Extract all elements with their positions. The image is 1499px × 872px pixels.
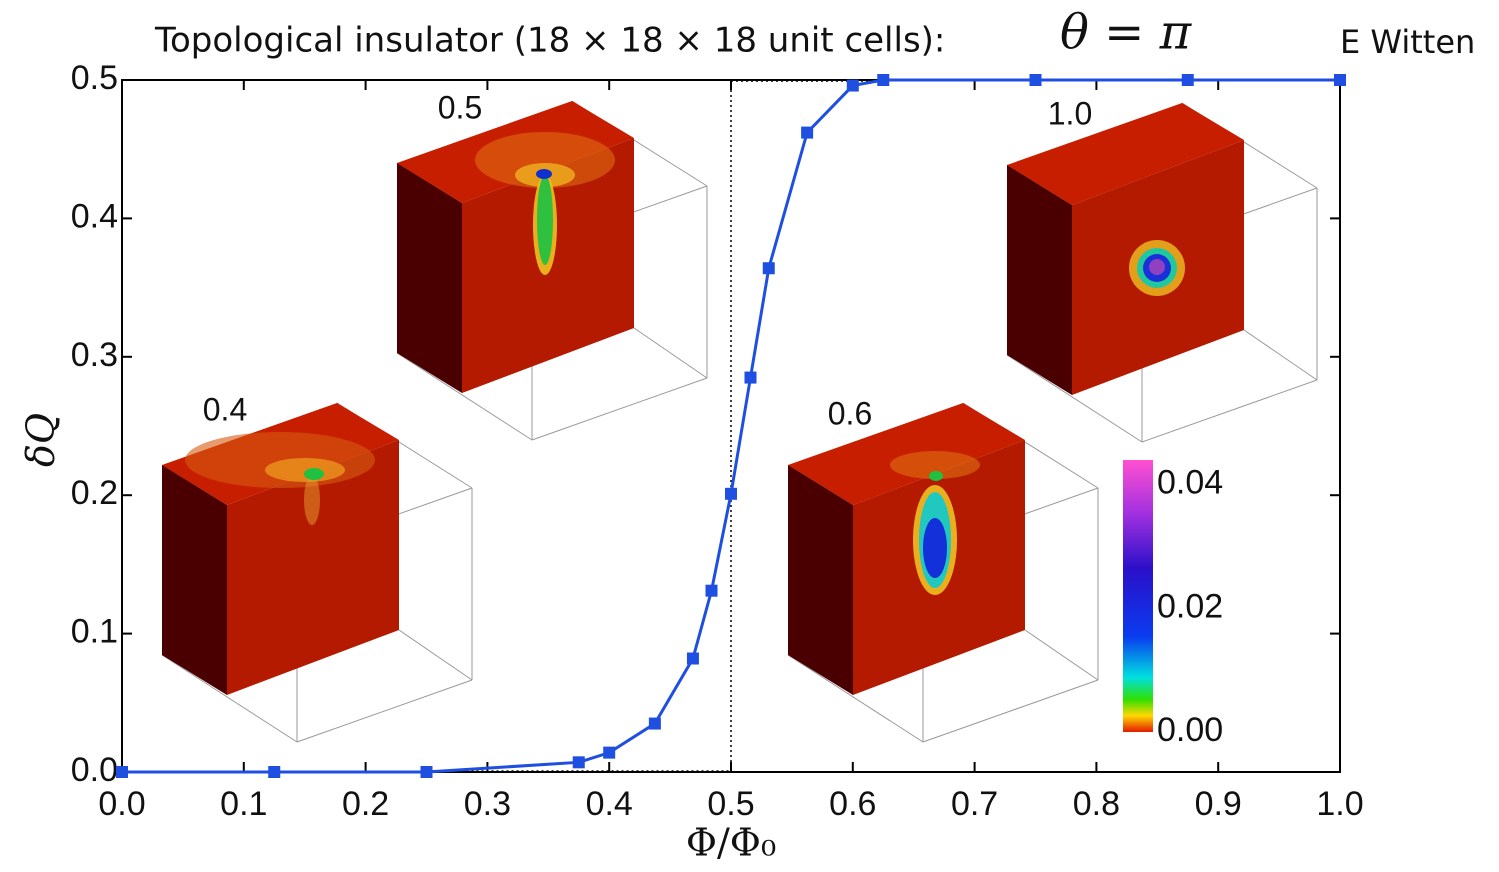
marker (705, 584, 718, 597)
marker (744, 371, 757, 384)
cube-edge (1243, 329, 1318, 381)
inset-cube: 0.5 (396, 89, 708, 441)
y-tick-label: 0.1 (71, 613, 118, 651)
y-tick-label: 0.5 (71, 59, 118, 97)
cube-top (1007, 103, 1244, 205)
cube-side (162, 465, 227, 695)
inset-label: 1.0 (1048, 95, 1092, 131)
marker (846, 79, 859, 92)
density-blob (304, 475, 320, 525)
cube-edge (161, 654, 298, 743)
plot-area: 0.0 0.1 0.2 0.3 0.4 0.5 0.6 0.7 0.8 0.9 1.0 0.0 0.1 0… (71, 59, 1364, 823)
cube-edge (1006, 354, 1143, 443)
inset-cube: 1.0 (1006, 95, 1318, 443)
cube-edge (296, 679, 473, 743)
marker (572, 756, 585, 769)
cube-edge (922, 679, 1099, 743)
density-blob (923, 518, 947, 578)
cube-edge (531, 377, 708, 441)
density-blob (536, 169, 552, 179)
x-tick-label: 0.2 (342, 785, 389, 823)
cube-side (397, 163, 462, 393)
y-tick-label: 0.0 (71, 751, 118, 789)
y-axis-label: δQ (19, 413, 63, 467)
cube-top (788, 403, 1025, 505)
x-tick-label: 0.6 (829, 785, 876, 823)
marker (877, 74, 890, 86)
marker (1181, 74, 1194, 86)
density-blob (265, 458, 345, 482)
density-blob (929, 471, 943, 481)
marker (116, 766, 128, 778)
x-tick-label: 0.0 (98, 785, 145, 823)
density-blob (537, 175, 553, 265)
x-tick-label: 0.5 (707, 785, 754, 823)
credit: E Witten (1340, 23, 1475, 61)
cube-edge (398, 629, 473, 681)
inset-label: 0.6 (828, 395, 872, 431)
y-tick-label: 0.3 (71, 336, 118, 374)
marker (420, 766, 433, 778)
marker (801, 126, 814, 139)
marker (603, 746, 616, 759)
marker (648, 717, 661, 730)
inset-cube: 0.4 (161, 391, 473, 743)
cube-edge (396, 352, 533, 441)
marker (1334, 74, 1346, 86)
colorbar-tick-label: 0.04 (1157, 464, 1223, 502)
cube-edge (787, 654, 924, 743)
marker (762, 262, 775, 275)
x-tick-label: 1.0 (1316, 785, 1363, 823)
colorbar-tick-label: 0.00 (1157, 711, 1223, 749)
title-math: θ = π (1060, 5, 1193, 61)
cube-side (1007, 165, 1072, 395)
cube-edge (1024, 629, 1099, 681)
colorbar (1123, 460, 1153, 732)
x-tick-label: 0.8 (1073, 785, 1120, 823)
x-tick-label: 0.1 (220, 785, 267, 823)
density-blob (1149, 259, 1165, 275)
marker (268, 766, 281, 778)
cube-edge (1141, 379, 1318, 443)
x-tick-label: 0.3 (464, 785, 511, 823)
colorbar-tick-label: 0.02 (1157, 587, 1223, 625)
marker (686, 652, 699, 665)
x-tick-label: 0.4 (586, 785, 633, 823)
y-tick-label: 0.4 (71, 197, 118, 235)
marker (725, 487, 737, 500)
y-tick-label: 0.2 (71, 474, 118, 512)
insets: 0.4 0.5 0.6 1.0 0.00 0.02 0.04 (161, 89, 1318, 749)
density-blob (890, 451, 980, 479)
x-axis-label: Φ/Φ₀ (686, 821, 776, 865)
density-blob (475, 132, 615, 188)
inset-label: 0.5 (438, 89, 482, 125)
chart-title: Topological insulator (18 × 18 × 18 unit… (154, 21, 945, 61)
x-tick-label: 0.9 (1195, 785, 1242, 823)
x-tick-label: 0.7 (951, 785, 998, 823)
density-blob (304, 468, 324, 480)
cube-edge (633, 327, 708, 379)
density-blob (185, 432, 375, 488)
marker (1029, 74, 1042, 86)
cube-front (227, 440, 399, 695)
cube-side (788, 465, 853, 695)
inset-cube: 0.6 (787, 395, 1099, 743)
inset-label: 0.4 (203, 391, 247, 427)
